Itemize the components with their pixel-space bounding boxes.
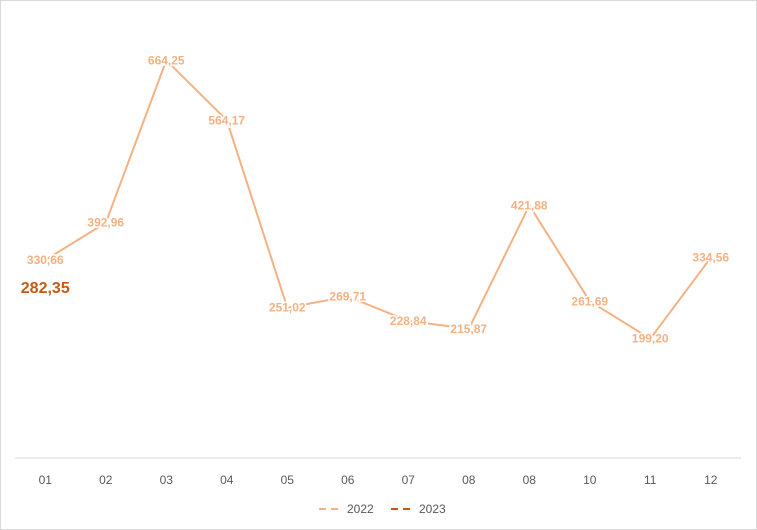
x-tick-label: 10 bbox=[583, 473, 597, 487]
x-tick-label: 06 bbox=[341, 473, 355, 487]
x-tick-label: 12 bbox=[704, 473, 718, 487]
legend-label-2022: 2022 bbox=[347, 502, 374, 516]
data-label-2022: 330,66 bbox=[27, 253, 64, 267]
data-label-2022: 564,17 bbox=[208, 113, 245, 127]
legend: 2022 2023 bbox=[319, 502, 446, 516]
data-label-2022: 261,69 bbox=[571, 294, 608, 308]
data-label-2023: 282,35 bbox=[21, 280, 70, 297]
x-tick-label: 04 bbox=[220, 473, 234, 487]
series-layer bbox=[44, 59, 712, 340]
x-tick-label: 02 bbox=[99, 473, 113, 487]
data-label-2022: 215,87 bbox=[450, 322, 487, 336]
x-tick-label: 11 bbox=[644, 473, 657, 487]
data-label-2022: 421,88 bbox=[511, 198, 548, 212]
data-label-2022: 199,20 bbox=[632, 332, 669, 346]
data-label-2022: 251,02 bbox=[269, 301, 306, 315]
legend-label-2023: 2023 bbox=[419, 502, 446, 516]
data-label-layer: 330,66 392,96 664,25 564,17 251,02 269,71 228,… bbox=[19, 52, 731, 347]
data-label-2022: 269,71 bbox=[329, 290, 366, 304]
data-label-2022: 664,25 bbox=[148, 53, 185, 67]
x-tick-label: 07 bbox=[402, 473, 416, 487]
x-tick-label: 08 bbox=[462, 473, 476, 487]
x-tick-label: 01 bbox=[39, 473, 53, 487]
data-label-2022: 392,96 bbox=[87, 216, 124, 230]
x-tick-label: 05 bbox=[281, 473, 295, 487]
data-label-2022: 334,56 bbox=[692, 251, 729, 265]
series-line-2022 bbox=[44, 59, 712, 340]
x-tick-layer: 01 02 03 04 05 06 07 08 08 10 11 12 bbox=[39, 473, 718, 487]
x-tick-label: 03 bbox=[160, 473, 174, 487]
x-tick-label: 08 bbox=[523, 473, 537, 487]
data-label-2022: 228,84 bbox=[390, 314, 427, 328]
